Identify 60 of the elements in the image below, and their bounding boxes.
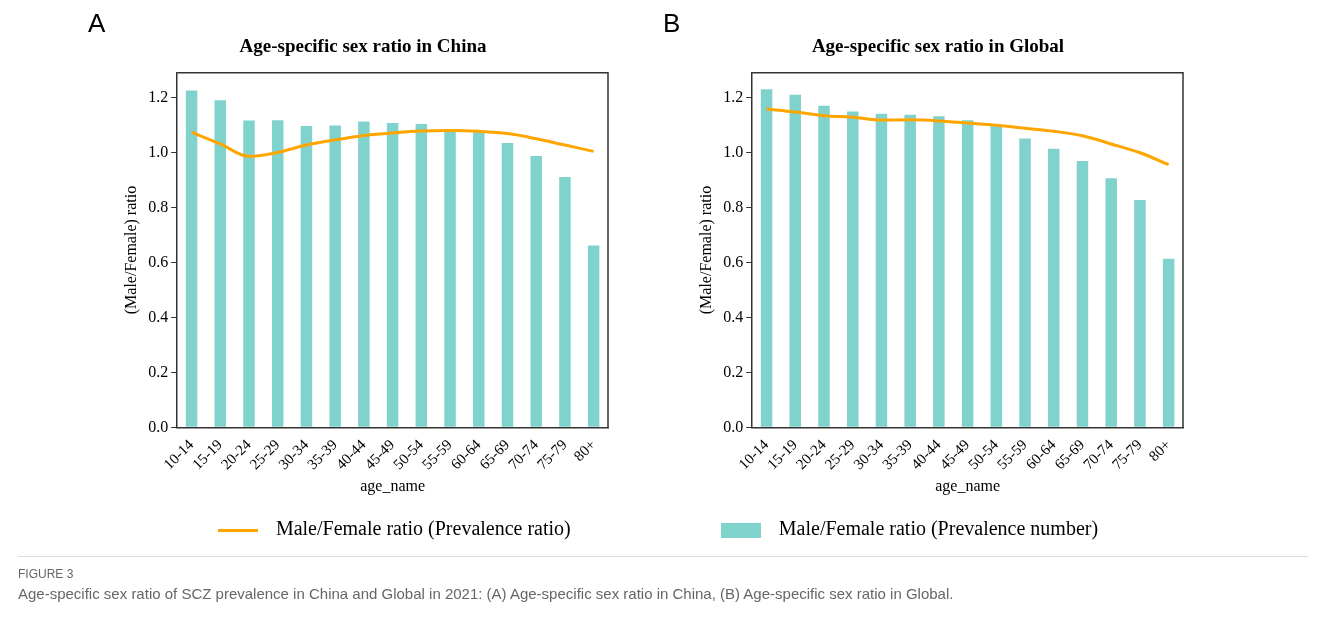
bar xyxy=(818,105,830,427)
y-tick-label: 0.6 xyxy=(148,252,169,270)
line-series xyxy=(765,107,1171,167)
legend-label: Male/Female ratio (Prevalence ratio) xyxy=(275,517,571,539)
y-tick-label: 0.0 xyxy=(148,417,169,435)
bar xyxy=(386,123,399,427)
bar xyxy=(760,89,773,427)
bar xyxy=(1019,138,1031,427)
bar xyxy=(789,94,802,427)
y-axis-title: (Male/Female) ratio xyxy=(696,185,715,315)
y-tick-label: 1.2 xyxy=(723,87,744,105)
x-tick-label: 80+ xyxy=(1145,436,1174,465)
bar xyxy=(1105,178,1117,427)
bar xyxy=(444,130,456,427)
y-tick-label: 0.4 xyxy=(148,307,169,325)
bar xyxy=(990,125,1003,427)
bar xyxy=(1162,258,1175,427)
y-tick-label: 0.0 xyxy=(723,417,744,435)
bar xyxy=(961,120,974,427)
bar xyxy=(473,130,485,427)
bar xyxy=(1048,148,1060,427)
text: A xyxy=(88,8,106,39)
bar xyxy=(271,120,284,427)
bar xyxy=(358,121,370,427)
line-series xyxy=(190,129,596,158)
legend-label: Male/Female ratio (Prevalence number) xyxy=(778,517,1099,539)
x-axis-title: age_name xyxy=(360,476,426,495)
bar xyxy=(1134,200,1146,427)
bar xyxy=(530,156,542,427)
y-tick-label: 1.0 xyxy=(148,142,169,160)
y-tick-label: 0.2 xyxy=(148,362,169,380)
y-tick-label: 0.2 xyxy=(723,362,744,380)
chart-title: Age-specific sex ratio in Global xyxy=(811,35,1065,57)
x-tick-label: 80+ xyxy=(570,436,599,465)
bar xyxy=(329,125,341,427)
text: B xyxy=(663,8,681,39)
x-axis-title: age_name xyxy=(935,476,1001,495)
bar xyxy=(846,111,859,427)
y-tick-label: 1.2 xyxy=(148,87,169,105)
bar xyxy=(559,176,571,427)
bar xyxy=(185,90,198,427)
bar xyxy=(933,116,945,427)
caption: FIGURE 3 xyxy=(18,567,75,581)
y-tick-label: 0.6 xyxy=(723,252,744,270)
bar xyxy=(1076,161,1089,427)
bar xyxy=(587,245,600,427)
y-tick-label: 0.4 xyxy=(723,307,744,325)
y-tick-label: 0.8 xyxy=(148,197,169,215)
bar xyxy=(214,100,227,427)
y-axis-title: (Male/Female) ratio xyxy=(121,185,140,315)
bar xyxy=(904,114,916,427)
bar xyxy=(300,126,313,427)
y-tick-label: 0.8 xyxy=(723,197,744,215)
y-tick-label: 1.0 xyxy=(723,142,744,160)
text: Age-specific sex ratio of SCZ prevalence in China and Global in 2021: (A) Age-specific sex ratio in China, (B) Age-specific sex ratio in Global. xyxy=(18,585,955,602)
bar xyxy=(415,123,428,427)
bar xyxy=(243,120,255,427)
chart-title: Age-specific sex ratio in China xyxy=(239,35,487,57)
bar xyxy=(875,113,888,427)
bar xyxy=(501,142,514,427)
